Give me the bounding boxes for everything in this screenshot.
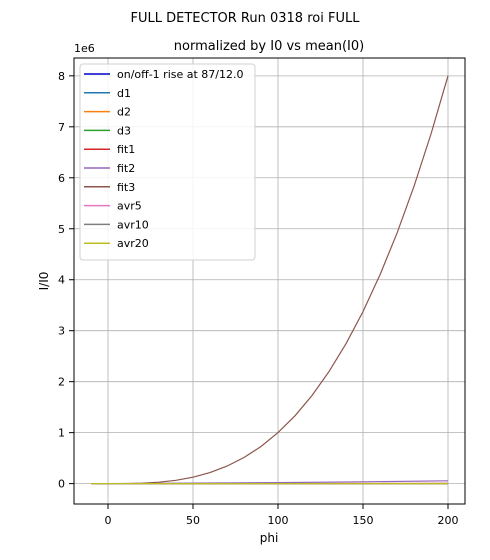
series-lines xyxy=(90,75,449,485)
y-offset-label: 1e6 xyxy=(74,42,95,55)
series-line-fit3 xyxy=(90,75,449,485)
figure-suptitle: FULL DETECTOR Run 0318 roi FULL xyxy=(131,11,361,26)
legend-label: on/off-1 rise at 87/12.0 xyxy=(117,68,244,81)
y-tick-label: 0 xyxy=(58,478,65,491)
y-tick-label: 6 xyxy=(58,172,65,185)
x-tick-label: 50 xyxy=(186,514,200,527)
legend-label: d1 xyxy=(117,87,131,100)
x-axis-ticks: 0 50 100 150 200 xyxy=(105,504,459,527)
x-tick-label: 200 xyxy=(438,514,459,527)
y-tick-label: 2 xyxy=(58,376,65,389)
x-tick-label: 0 xyxy=(105,514,112,527)
y-axis-ticks: 0 1 2 3 4 5 6 7 8 xyxy=(58,70,74,491)
legend-label: fit2 xyxy=(117,162,135,175)
y-tick-label: 3 xyxy=(58,325,65,338)
plot-frame xyxy=(73,57,466,505)
legend-label: fit1 xyxy=(117,143,135,156)
legend-label: avr20 xyxy=(117,237,149,250)
legend-label: avr5 xyxy=(117,200,142,213)
chart-title: normalized by I0 vs mean(I0) xyxy=(174,39,364,54)
y-tick-label: 1 xyxy=(58,427,65,440)
x-tick-label: 150 xyxy=(353,514,374,527)
y-tick-label: 4 xyxy=(58,274,65,287)
legend-label: fit3 xyxy=(117,181,135,194)
y-axis-label: I/I0 xyxy=(37,272,51,291)
legend-box xyxy=(79,63,256,261)
y-tick-label: 7 xyxy=(58,121,65,134)
x-axis-label: phi xyxy=(260,531,279,545)
legend-label: d2 xyxy=(117,106,131,119)
y-tick-label: 5 xyxy=(58,223,65,236)
legend-label: d3 xyxy=(117,124,131,137)
legend-label: avr10 xyxy=(117,218,149,231)
x-tick-label: 100 xyxy=(268,514,289,527)
legend: on/off-1 rise at 87/12.0 d1 d2 d3 fit1 fit2 fi… xyxy=(79,63,256,261)
y-tick-label: 8 xyxy=(58,70,65,83)
